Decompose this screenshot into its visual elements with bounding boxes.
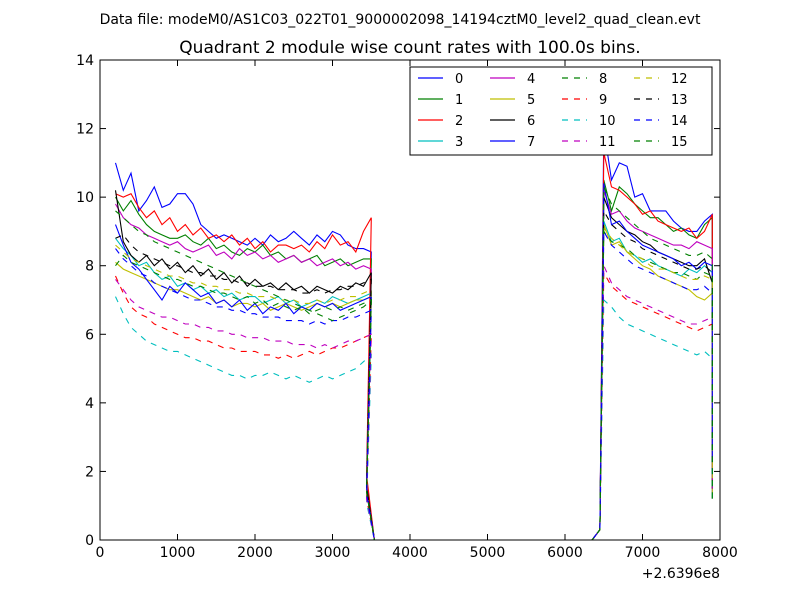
series-line-2: [115, 152, 713, 541]
series-line-1: [115, 179, 713, 541]
series-line-7: [114, 183, 713, 541]
series-line-0: [114, 128, 713, 541]
x-tick-label: 8000: [702, 545, 738, 561]
legend-label-1: 1: [455, 93, 463, 108]
x-tick-label: 2000: [237, 545, 273, 561]
legend-label-6: 6: [527, 114, 535, 129]
x-offset-label: +2.6396e8: [642, 566, 720, 582]
legend-label-14: 14: [671, 114, 688, 129]
series-line-9: [114, 270, 713, 541]
legend-label-11: 11: [599, 135, 616, 150]
legend-label-7: 7: [527, 135, 535, 150]
x-tick-label: 0: [96, 545, 105, 561]
legend-label-9: 9: [599, 93, 607, 108]
y-tick-label: 6: [85, 327, 94, 343]
legend-label-13: 13: [671, 93, 688, 108]
y-tick-label: 10: [76, 190, 94, 206]
x-tick-label: 7000: [625, 545, 661, 561]
legend-label-2: 2: [455, 114, 463, 129]
series-line-13: [115, 208, 713, 541]
legend-label-4: 4: [527, 72, 535, 87]
x-tick-label: 1000: [160, 545, 196, 561]
series-line-12: [115, 226, 713, 541]
legend-label-12: 12: [671, 72, 688, 87]
legend-label-8: 8: [599, 72, 607, 87]
y-tick-label: 14: [76, 53, 94, 69]
figure-suptitle: Data file: modeM0/AS1C03_022T01_90000020…: [100, 12, 701, 28]
x-tick-label: 3000: [315, 545, 351, 561]
series-line-15: [115, 186, 713, 541]
legend-label-3: 3: [455, 135, 463, 150]
series-line-3: [115, 220, 713, 541]
series-line-4: [115, 190, 713, 541]
series-line-11: [115, 265, 713, 541]
series-layer: [114, 128, 713, 541]
legend-box: [409, 66, 713, 156]
x-tick-label: 5000: [470, 545, 506, 561]
y-tick-label: 4: [85, 396, 94, 412]
legend-label-15: 15: [671, 135, 688, 150]
tick-layer: 0 1000 2000 3000 4000 5000 6000 7000 80000246810…: [76, 53, 738, 561]
legend-label-5: 5: [527, 93, 535, 108]
series-line-14: [115, 229, 713, 541]
series-line-6: [114, 190, 713, 541]
y-tick-label: 2: [85, 464, 94, 480]
y-tick-label: 0: [85, 533, 94, 549]
legend-label-0: 0: [455, 72, 463, 87]
y-tick-label: 12: [76, 122, 94, 138]
x-tick-label: 4000: [392, 545, 428, 561]
x-tick-label: 6000: [547, 545, 583, 561]
legend-label-10: 10: [599, 114, 616, 129]
chart-title: Quadrant 2 module wise count rates with …: [179, 38, 640, 58]
y-tick-label: 8: [85, 259, 94, 275]
series-line-8: [115, 229, 713, 541]
series-line-10: [114, 296, 713, 541]
